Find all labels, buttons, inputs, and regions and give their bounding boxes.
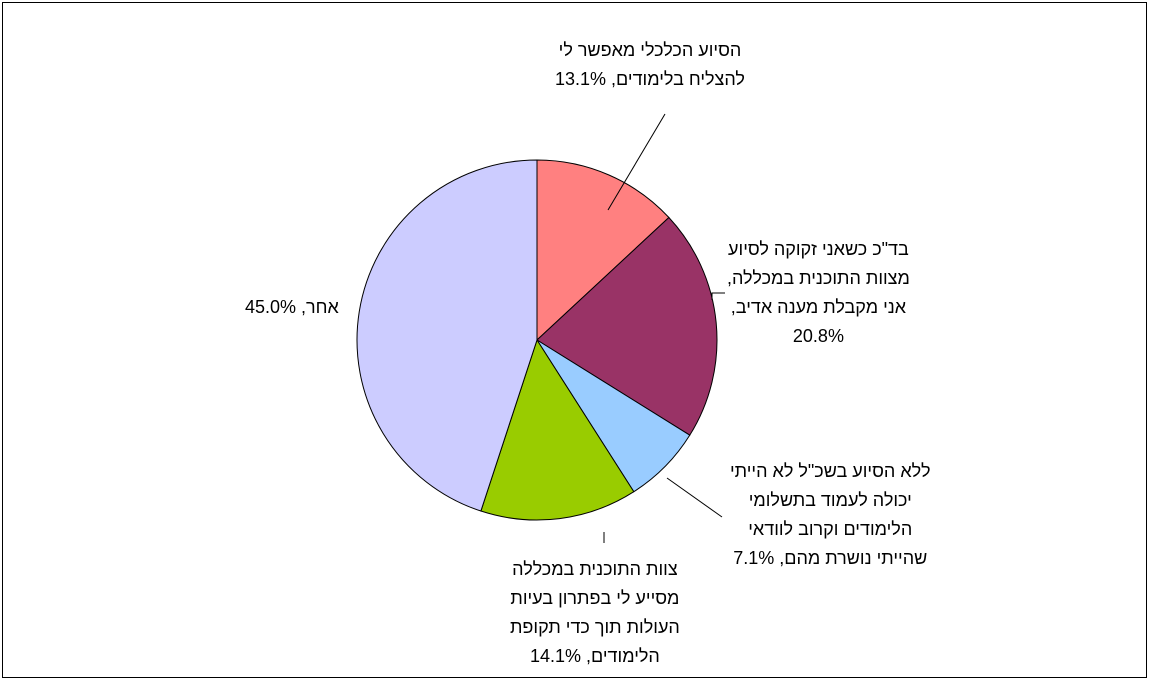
slice-label-0-line-0: הסיוע הכלכלי מאפשר לי xyxy=(558,40,742,60)
slice-label-4: אחר, 45.0% xyxy=(245,293,339,322)
slice-label-1-line-2: אני מקבלת מענה אדיב, xyxy=(730,297,907,317)
slice-label-1: בד"כ כשאני זקוקה לסיוע מצוות התוכנית במכ… xyxy=(727,235,910,351)
pie-slice-0 xyxy=(536,159,670,342)
slice-label-1-line-0: בד"כ כשאני זקוקה לסיוע xyxy=(728,239,909,259)
slice-label-3: צוות התוכנית במכללה מסייע לי בפתרון בעיו… xyxy=(510,555,680,671)
slice-label-2-line-1: יכולה לעמוד בתשלומי xyxy=(748,490,912,510)
slice-label-2-line-3: שהייתי נושרת מהם, 7.1% xyxy=(733,548,928,568)
slice-label-1-line-3: 20.8% xyxy=(792,326,844,346)
slice-label-2-line-2: הלימודים וקרוב לוודאי xyxy=(748,519,913,539)
pie-slice-4 xyxy=(356,159,538,512)
slice-label-0: הסיוע הכלכלי מאפשר לי להצליח בלימודים, 1… xyxy=(555,36,745,94)
pie-slice-1 xyxy=(536,216,718,436)
slice-label-4-line-0: אחר, 45.0% xyxy=(245,297,339,317)
slice-label-1-line-1: מצוות התוכנית במכללה, xyxy=(727,268,910,288)
leader-line-2 xyxy=(666,477,723,518)
slice-label-2-line-0: ללא הסיוע בשכ"ל לא הייתי xyxy=(730,461,931,481)
slice-label-3-line-0: צוות התוכנית במכללה xyxy=(512,559,678,579)
leader-line-1 xyxy=(711,292,725,300)
slice-label-3-line-2: העולות תוך כדי תקופת xyxy=(510,617,680,637)
slice-label-3-line-3: הלימודים, 14.1% xyxy=(529,646,660,666)
leader-line-0 xyxy=(607,113,666,211)
pie-slice-3 xyxy=(480,338,635,521)
slice-label-3-line-1: מסייע לי בפתרון בעיות xyxy=(510,588,680,608)
slice-label-2: ללא הסיוע בשכ"ל לא הייתי יכולה לעמוד בתש… xyxy=(730,457,931,573)
slice-label-0-line-1: להצליח בלימודים, 13.1% xyxy=(555,69,745,89)
